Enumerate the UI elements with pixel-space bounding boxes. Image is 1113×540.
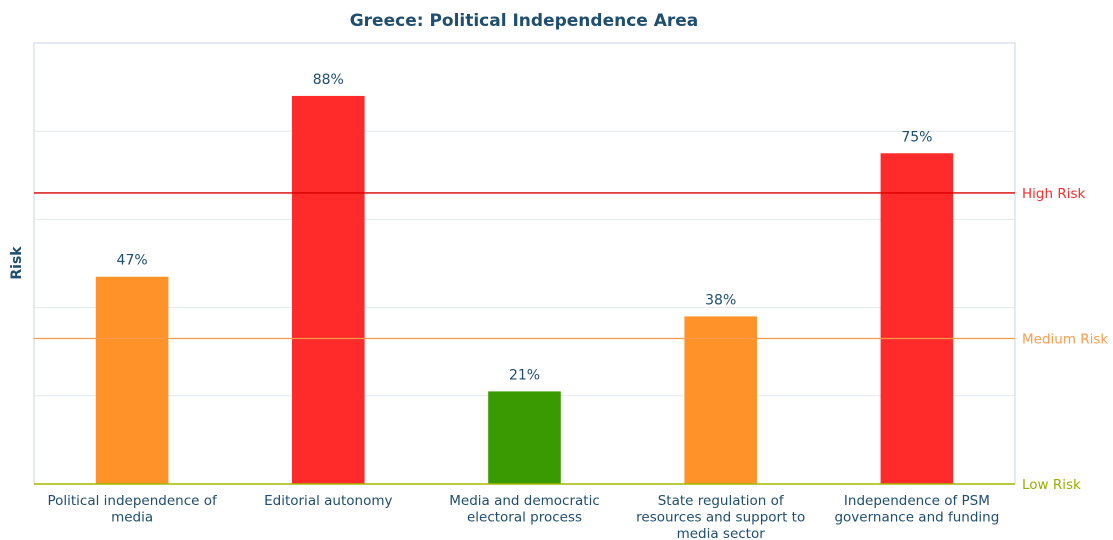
bar — [880, 153, 954, 484]
category-label: Media and democratic electoral process — [449, 493, 600, 526]
category-label: Political independence of media — [47, 493, 218, 526]
category-labels: Political independence of media Editorial … — [47, 493, 999, 540]
bar — [684, 316, 757, 484]
category-label: Independence of PSM governance and fundin… — [834, 493, 999, 526]
value-label: 47% — [117, 253, 148, 269]
threshold-label: Medium Risk — [1022, 331, 1108, 347]
value-label: 88% — [313, 72, 344, 88]
value-label: 21% — [509, 367, 540, 383]
chart-title: Greece: Political Independence Area — [350, 11, 699, 31]
category-label: Editorial autonomy — [264, 493, 392, 509]
risk-thresholds: High Risk Medium Risk Low Risk — [34, 186, 1108, 493]
bar — [488, 391, 561, 484]
bars: 47% 88% 21% 38% 75% — [95, 72, 954, 485]
gridlines — [34, 130, 1015, 397]
y-axis-label: Risk — [9, 246, 25, 280]
value-label: 38% — [705, 292, 736, 308]
category-label: State regulation of resources and support… — [636, 493, 805, 540]
threshold-label: Low Risk — [1022, 477, 1081, 493]
bar — [95, 276, 169, 484]
threshold-label: High Risk — [1022, 186, 1085, 202]
bar — [292, 95, 365, 485]
value-label: 75% — [901, 129, 932, 145]
